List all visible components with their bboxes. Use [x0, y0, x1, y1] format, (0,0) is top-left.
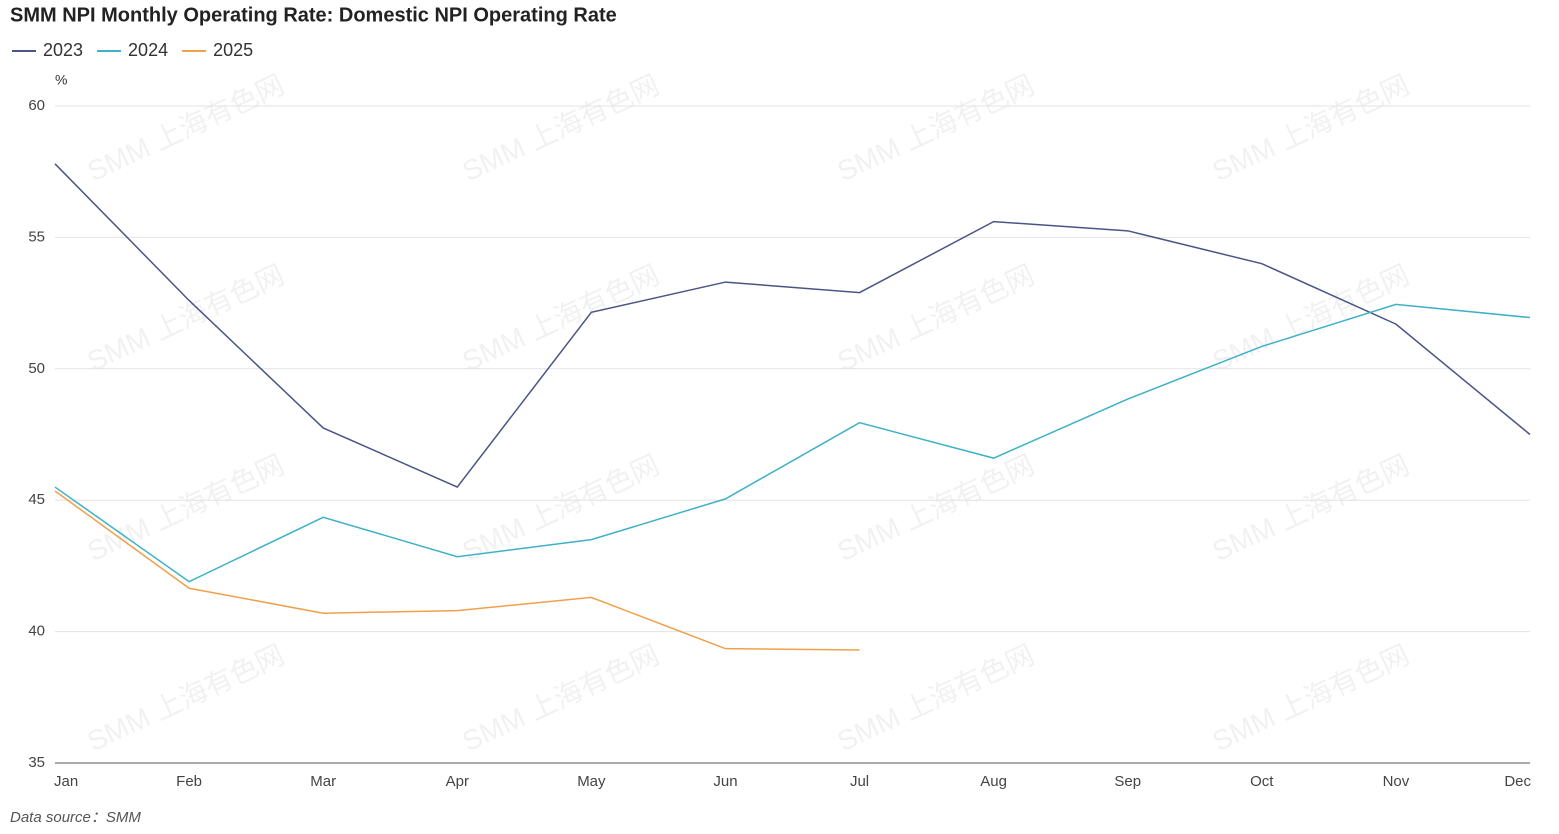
watermark: SMM 上海有色网	[458, 259, 664, 377]
y-tick-label: 45	[28, 491, 45, 508]
watermark: SMM 上海有色网	[1208, 449, 1414, 567]
y-tick-label: 35	[28, 754, 45, 771]
legend-label: 2024	[128, 40, 168, 60]
watermark: SMM 上海有色网	[1208, 69, 1414, 187]
x-tick-label: Apr	[446, 773, 469, 790]
x-tick-label: Dec	[1504, 773, 1531, 790]
series-line	[54, 163, 1531, 488]
watermark: SMM 上海有色网	[83, 259, 289, 377]
series-line	[54, 303, 1531, 583]
x-tick-label: Jul	[850, 773, 869, 790]
series-line	[54, 490, 860, 651]
watermark: SMM 上海有色网	[833, 259, 1039, 377]
y-unit: %	[55, 72, 67, 88]
x-tick-label: Aug	[980, 773, 1007, 790]
watermark: SMM 上海有色网	[833, 639, 1039, 757]
y-tick-label: 40	[28, 623, 45, 640]
watermark: SMM 上海有色网	[83, 69, 289, 187]
y-tick-label: 50	[28, 360, 45, 377]
watermark: SMM 上海有色网	[458, 449, 664, 567]
y-tick-label: 60	[28, 97, 45, 114]
x-tick-label: Nov	[1383, 773, 1410, 790]
legend-label: 2025	[213, 40, 253, 60]
x-tick-label: Jun	[713, 773, 737, 790]
watermark: SMM 上海有色网	[833, 449, 1039, 567]
x-tick-label: Oct	[1250, 773, 1274, 790]
y-tick-label: 55	[28, 228, 45, 245]
x-tick-label: Mar	[310, 773, 336, 790]
x-tick-label: Jan	[54, 773, 78, 790]
x-tick-label: Sep	[1114, 773, 1141, 790]
watermark: SMM 上海有色网	[1208, 639, 1414, 757]
source-note: Data source：SMM	[10, 809, 141, 826]
chart-title: SMM NPI Monthly Operating Rate: Domestic…	[10, 4, 617, 26]
x-tick-label: Feb	[176, 773, 202, 790]
watermark: SMM 上海有色网	[833, 69, 1039, 187]
watermark: SMM 上海有色网	[83, 639, 289, 757]
watermark: SMM 上海有色网	[458, 639, 664, 757]
watermark: SMM 上海有色网	[458, 69, 664, 187]
x-tick-label: May	[577, 773, 606, 790]
legend-label: 2023	[43, 40, 83, 60]
